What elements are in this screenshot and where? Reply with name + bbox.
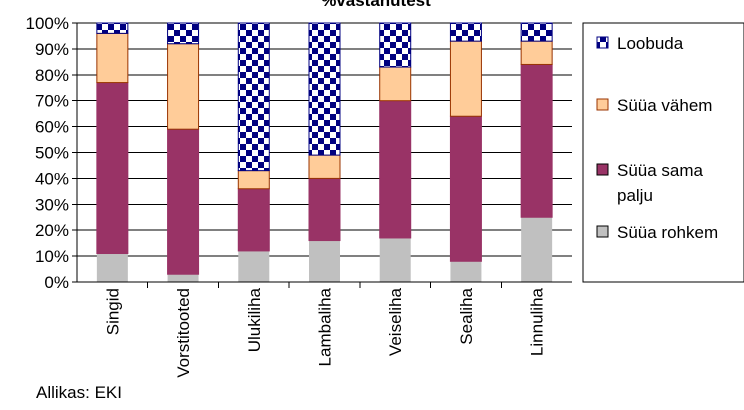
legend-swatch xyxy=(596,163,609,176)
bar-segment xyxy=(521,217,553,282)
y-tick-label: 60% xyxy=(35,118,69,137)
bar-segment xyxy=(449,22,482,42)
bar-segment xyxy=(450,261,482,282)
category-label: Vorstitooted xyxy=(174,288,193,378)
bar-segment xyxy=(167,128,200,275)
legend-swatch xyxy=(596,98,609,111)
legend-box xyxy=(582,22,744,283)
bar-segment xyxy=(167,22,200,45)
bar-segment xyxy=(379,66,412,102)
bar-segment xyxy=(449,115,482,262)
bar-segment xyxy=(96,253,128,282)
category-label: Sealiha xyxy=(457,287,476,344)
bar-segment xyxy=(96,32,129,84)
category-label: Veiseliha xyxy=(386,287,405,356)
bar-segment xyxy=(96,22,129,34)
legend-label: palju xyxy=(617,186,653,205)
bar-segment xyxy=(520,40,553,65)
source-note: Allikas: EKI xyxy=(36,383,122,402)
chart-title: %vastanutest xyxy=(321,0,431,10)
y-tick-label: 20% xyxy=(35,221,69,240)
y-tick-label: 30% xyxy=(35,195,69,214)
category-label: Ulukiliha xyxy=(245,287,264,352)
legend-label: Süüa sama xyxy=(617,161,704,180)
legend-label: Süüa rohkem xyxy=(617,223,718,242)
y-tick-label: 70% xyxy=(35,92,69,111)
category-label: Singid xyxy=(103,288,122,335)
y-tick-label: 10% xyxy=(35,247,69,266)
legend-swatch xyxy=(596,225,609,238)
y-tick-label: 80% xyxy=(35,66,69,85)
legend: Loobuda Süüa vähem Süüa sama palju Süüa rohk… xyxy=(582,22,744,283)
bar-segment xyxy=(520,22,553,42)
y-tick-label: 0% xyxy=(44,273,69,292)
bar-segment xyxy=(308,154,341,179)
category-label: Lambaliha xyxy=(316,287,335,366)
y-tick-label: 100% xyxy=(26,14,69,33)
category-label: Linnuliha xyxy=(528,287,547,356)
legend-swatch xyxy=(596,36,609,49)
bar-segment xyxy=(237,170,270,190)
bar-segment xyxy=(238,250,270,282)
bar-segment xyxy=(520,63,553,218)
y-tick-label: 90% xyxy=(35,40,69,59)
bar-segment xyxy=(309,240,340,282)
category-labels: Singid Vorstitooted Ulukiliha Lambaliha Veis… xyxy=(103,287,546,377)
bar-segment xyxy=(167,274,199,282)
bar-segment xyxy=(379,100,412,239)
y-tick-labels: 0% 10% 20% 30% 40% 50% 60% 70% 80% 90% 100% xyxy=(26,14,69,292)
bar-segment xyxy=(449,40,482,117)
legend-label: Loobuda xyxy=(617,34,684,53)
bar-segment xyxy=(237,188,270,252)
bar-segment xyxy=(308,177,341,242)
bar-segment xyxy=(379,22,412,68)
legend-label: Süüa vähem xyxy=(617,96,712,115)
bar-segment xyxy=(96,82,129,255)
bar-segment xyxy=(308,22,341,156)
bar-segment xyxy=(379,237,411,282)
bar-segment xyxy=(237,22,270,172)
axes xyxy=(72,22,572,288)
y-tick-label: 50% xyxy=(35,144,69,163)
bar-segment xyxy=(167,43,200,130)
bars xyxy=(96,22,553,282)
y-tick-label: 40% xyxy=(35,169,69,188)
